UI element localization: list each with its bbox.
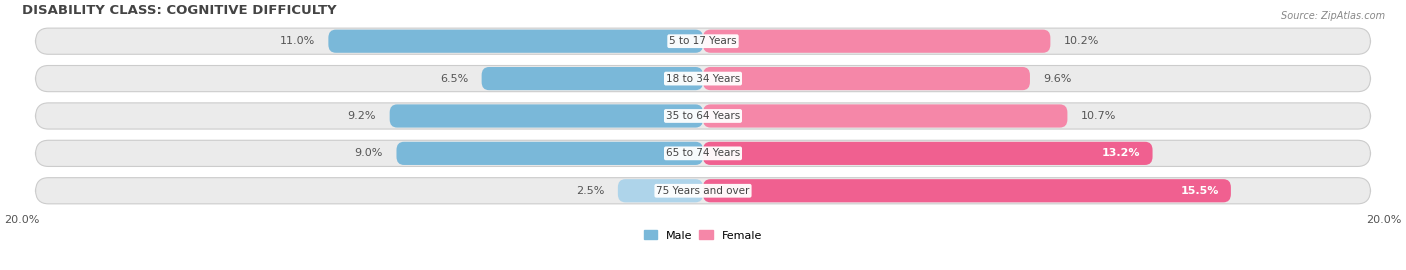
Text: 15.5%: 15.5% — [1181, 186, 1219, 196]
FancyBboxPatch shape — [35, 66, 1371, 92]
FancyBboxPatch shape — [703, 30, 1050, 53]
Text: DISABILITY CLASS: COGNITIVE DIFFICULTY: DISABILITY CLASS: COGNITIVE DIFFICULTY — [22, 4, 336, 17]
Text: 10.2%: 10.2% — [1064, 36, 1099, 46]
Text: 11.0%: 11.0% — [280, 36, 315, 46]
Text: 65 to 74 Years: 65 to 74 Years — [666, 148, 740, 158]
Text: 13.2%: 13.2% — [1102, 148, 1140, 158]
FancyBboxPatch shape — [35, 28, 1371, 54]
Text: 75 Years and over: 75 Years and over — [657, 186, 749, 196]
FancyBboxPatch shape — [617, 179, 703, 202]
FancyBboxPatch shape — [35, 103, 1371, 129]
FancyBboxPatch shape — [482, 67, 703, 90]
Text: 6.5%: 6.5% — [440, 74, 468, 84]
Text: 5 to 17 Years: 5 to 17 Years — [669, 36, 737, 46]
Text: 18 to 34 Years: 18 to 34 Years — [666, 74, 740, 84]
Text: Source: ZipAtlas.com: Source: ZipAtlas.com — [1281, 11, 1385, 21]
Text: 10.7%: 10.7% — [1081, 111, 1116, 121]
FancyBboxPatch shape — [703, 104, 1067, 127]
Text: 2.5%: 2.5% — [576, 186, 605, 196]
Text: 9.2%: 9.2% — [347, 111, 375, 121]
FancyBboxPatch shape — [396, 142, 703, 165]
Legend: Male, Female: Male, Female — [640, 226, 766, 245]
FancyBboxPatch shape — [35, 178, 1371, 204]
FancyBboxPatch shape — [703, 142, 1153, 165]
FancyBboxPatch shape — [389, 104, 703, 127]
FancyBboxPatch shape — [703, 67, 1031, 90]
Text: 35 to 64 Years: 35 to 64 Years — [666, 111, 740, 121]
FancyBboxPatch shape — [703, 179, 1230, 202]
Text: 9.6%: 9.6% — [1043, 74, 1071, 84]
FancyBboxPatch shape — [35, 140, 1371, 166]
FancyBboxPatch shape — [329, 30, 703, 53]
Text: 9.0%: 9.0% — [354, 148, 382, 158]
